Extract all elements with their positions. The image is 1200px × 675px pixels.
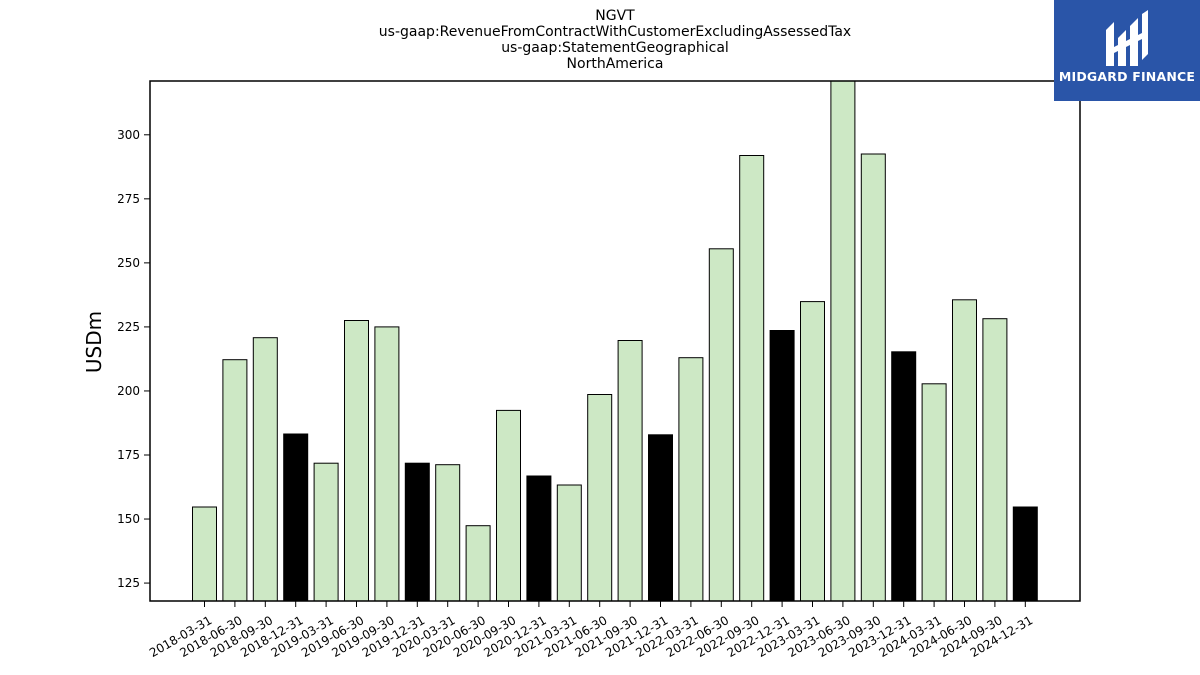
y-tick-label: 275 — [117, 192, 140, 206]
chart-title-line: us-gaap:RevenueFromContractWithCustomerE… — [379, 24, 851, 40]
bar — [648, 434, 673, 602]
y-tick-label: 300 — [117, 128, 140, 142]
bar — [252, 337, 278, 602]
midgard-finance-logo: MIDGARD FINANCE — [1054, 0, 1200, 101]
chart-title: NGVT us-gaap:RevenueFromContractWithCust… — [379, 8, 851, 72]
bar — [739, 155, 765, 602]
bar — [769, 330, 795, 602]
y-tick-label: 150 — [117, 512, 140, 526]
plot-frame — [149, 80, 1081, 602]
y-axis-ticks: 125 150 175 200 225 250 275 300 — [117, 128, 150, 590]
y-tick-label: 225 — [117, 320, 140, 334]
bar — [344, 320, 369, 602]
chart-title-line: NGVT — [595, 8, 635, 24]
logo-text: MIDGARD FINANCE — [1058, 69, 1196, 84]
midgard-logo-icon — [1106, 10, 1148, 66]
bar — [496, 409, 521, 602]
chart-title-line: us-gaap:StatementGeographical — [501, 40, 729, 56]
bar — [404, 462, 430, 602]
bar — [800, 301, 825, 602]
bar — [1012, 506, 1038, 602]
y-tick-label: 250 — [117, 256, 140, 270]
bar — [465, 525, 491, 602]
bar — [952, 299, 977, 602]
bar — [192, 506, 217, 602]
bar — [982, 318, 1008, 602]
bar — [617, 340, 643, 602]
bar — [708, 248, 734, 602]
x-axis-ticks: 2018-03-312018-06-302018-09-302018-12-31… — [147, 601, 1035, 660]
bar — [678, 357, 704, 602]
bar — [830, 80, 856, 602]
bar — [556, 484, 582, 602]
bar — [526, 475, 552, 602]
bars-group — [192, 80, 1038, 602]
bar — [921, 383, 947, 602]
bar — [313, 462, 339, 602]
bar — [374, 326, 400, 602]
bar — [283, 433, 309, 602]
y-axis-label: USDm — [82, 311, 106, 373]
y-tick-label: 175 — [117, 448, 140, 462]
bar — [587, 394, 613, 602]
chart-title-line: NorthAmerica — [567, 56, 664, 72]
bar — [435, 464, 461, 602]
bar — [860, 153, 886, 602]
bar — [891, 351, 917, 602]
y-tick-label: 200 — [117, 384, 140, 398]
y-tick-label: 125 — [117, 576, 140, 590]
bar — [222, 359, 248, 602]
